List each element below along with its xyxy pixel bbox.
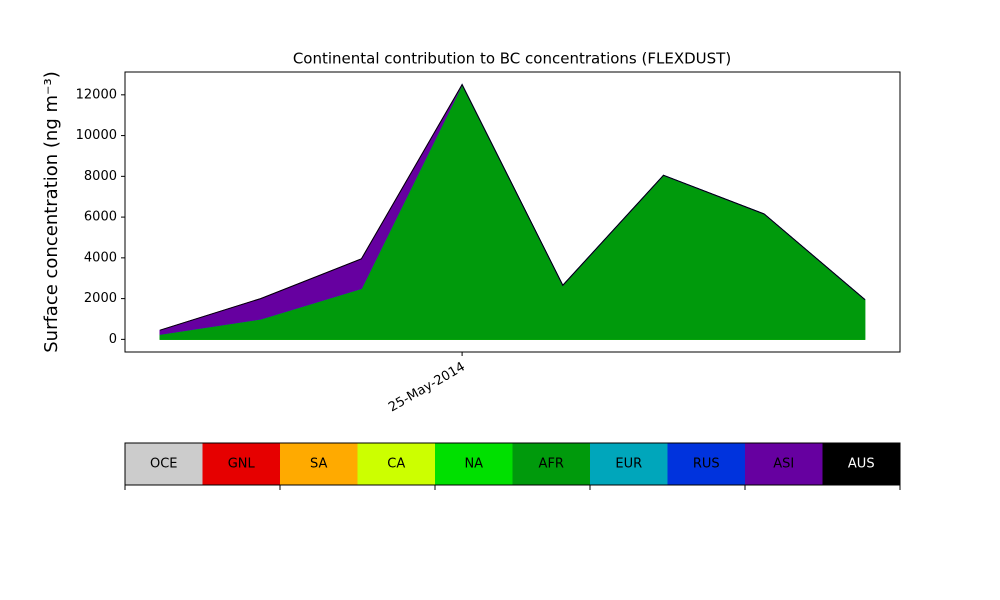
legend-swatch <box>667 443 745 485</box>
legend-swatch <box>745 443 823 485</box>
legend-label: NA <box>464 457 483 472</box>
plot-frame <box>124 71 901 353</box>
y-tick-label: 4000 <box>84 250 117 265</box>
y-tick-label: 12000 <box>76 87 117 102</box>
y-tick-label: 6000 <box>84 210 117 225</box>
legend-label: CA <box>387 457 405 472</box>
legend-swatch <box>125 443 203 485</box>
legend-swatch <box>512 443 590 485</box>
legend-label: OCE <box>150 457 178 472</box>
legend-swatch <box>357 443 435 485</box>
legend-label: RUS <box>693 457 720 472</box>
legend-label: SA <box>310 457 327 472</box>
x-tick-label: 25-May-2014 <box>386 360 468 416</box>
legend-swatch <box>202 443 280 485</box>
area <box>159 83 866 331</box>
legend-label: GNL <box>228 457 256 472</box>
legend-swatch <box>280 443 358 485</box>
y-tick-label: 2000 <box>84 291 117 306</box>
legend-swatch <box>435 443 513 485</box>
y-axis-label: Surface concentration (ng m⁻³) <box>41 71 62 353</box>
legend-swatch <box>822 443 900 485</box>
legend-swatch <box>590 443 668 485</box>
legend-label: ASI <box>773 457 794 472</box>
y-tick-label: 0 <box>109 332 117 347</box>
chart-title: Continental contribution to BC concentra… <box>293 50 731 68</box>
y-tick-label: 8000 <box>84 169 117 184</box>
legend-label: EUR <box>615 457 642 472</box>
y-tick-label: 10000 <box>76 128 117 143</box>
legend-label: AUS <box>848 457 875 472</box>
legend-label: AFR <box>539 457 564 472</box>
legend-frame <box>124 442 901 486</box>
